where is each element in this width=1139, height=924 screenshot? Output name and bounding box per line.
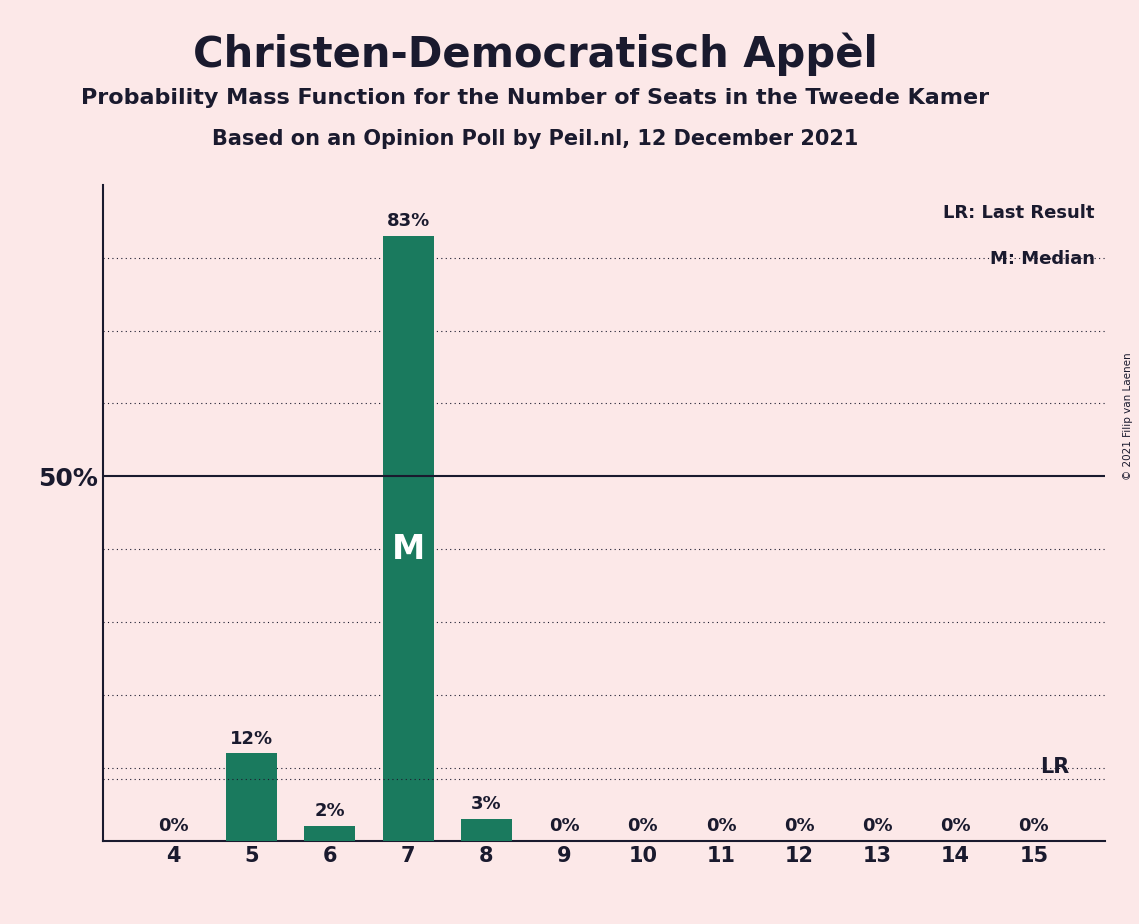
- Text: 0%: 0%: [784, 817, 814, 835]
- Text: M: M: [392, 533, 425, 565]
- Text: LR: LR: [1040, 757, 1070, 777]
- Text: © 2021 Filip van Laenen: © 2021 Filip van Laenen: [1123, 352, 1133, 480]
- Text: Probability Mass Function for the Number of Seats in the Tweede Kamer: Probability Mass Function for the Number…: [81, 88, 990, 108]
- Text: 3%: 3%: [472, 796, 501, 813]
- Text: 0%: 0%: [941, 817, 970, 835]
- Text: 0%: 0%: [1018, 817, 1049, 835]
- Bar: [227, 753, 277, 841]
- Text: 0%: 0%: [628, 817, 658, 835]
- Text: Christen-Democratisch Appèl: Christen-Democratisch Appèl: [192, 32, 878, 76]
- Bar: [304, 826, 355, 841]
- Text: Based on an Opinion Poll by Peil.nl, 12 December 2021: Based on an Opinion Poll by Peil.nl, 12 …: [212, 129, 859, 150]
- Text: 0%: 0%: [549, 817, 580, 835]
- Bar: [383, 236, 434, 841]
- Text: 0%: 0%: [158, 817, 189, 835]
- Text: 0%: 0%: [862, 817, 893, 835]
- Text: 12%: 12%: [230, 730, 273, 748]
- Text: 83%: 83%: [386, 212, 429, 230]
- Text: 0%: 0%: [706, 817, 736, 835]
- Text: LR: Last Result: LR: Last Result: [943, 204, 1095, 223]
- Text: 2%: 2%: [314, 802, 345, 821]
- Text: M: Median: M: Median: [990, 250, 1095, 268]
- Bar: [461, 819, 511, 841]
